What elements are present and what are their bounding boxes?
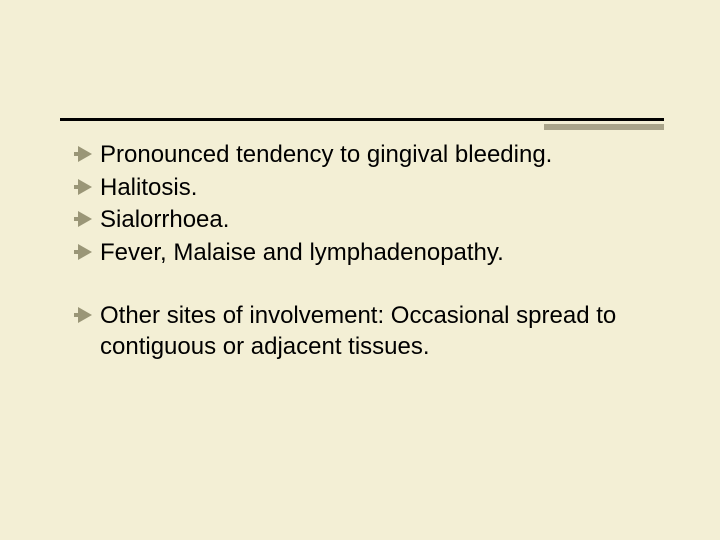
arrow-right-icon: [78, 146, 92, 162]
paragraph-gap: [78, 271, 660, 301]
list-item-text: Pronounced tendency to gingival bleeding…: [100, 140, 660, 171]
list-item: Halitosis.: [78, 173, 660, 204]
title-rule-accent: [544, 124, 664, 130]
arrow-right-icon: [78, 307, 92, 323]
list-item: Fever, Malaise and lymphadenopathy.: [78, 238, 660, 269]
slide-body: Pronounced tendency to gingival bleeding…: [78, 140, 660, 364]
arrow-right-icon: [78, 179, 92, 195]
list-item-text: Other sites of involvement: Occasional s…: [100, 301, 660, 362]
title-rule: [60, 118, 664, 121]
title-rule-main: [60, 118, 664, 121]
list-item-text: Fever, Malaise and lymphadenopathy.: [100, 238, 660, 269]
list-item-text: Sialorrhoea.: [100, 205, 660, 236]
arrow-right-icon: [78, 244, 92, 260]
list-item-text: Halitosis.: [100, 173, 660, 204]
list-item: Pronounced tendency to gingival bleeding…: [78, 140, 660, 171]
list-item: Sialorrhoea.: [78, 205, 660, 236]
list-item: Other sites of involvement: Occasional s…: [78, 301, 660, 362]
arrow-right-icon: [78, 211, 92, 227]
slide: Pronounced tendency to gingival bleeding…: [0, 0, 720, 540]
